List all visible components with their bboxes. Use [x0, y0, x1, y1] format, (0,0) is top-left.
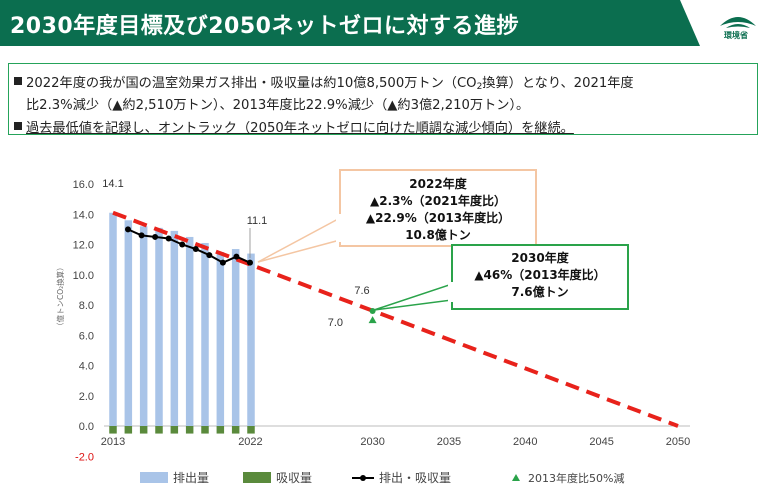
title-banner: [0, 0, 700, 46]
callout-2030-pointer: [373, 282, 453, 311]
legend-swatch-point: [360, 475, 366, 481]
bullet-square-icon: [14, 122, 22, 130]
absorption-bar: [109, 426, 117, 434]
callout-2030-line: 7.6億トン: [511, 284, 568, 299]
net-emissions-point: [125, 226, 131, 233]
data-label-2030: 7.6: [354, 285, 369, 297]
absorption-bar: [185, 426, 194, 434]
y-tick-label: 12.0: [73, 240, 94, 252]
net-emissions-point: [219, 259, 226, 266]
emissions-chart: 16.0 14.0 12.0 10.0 8.0 6.0 4.0 2.0 0.0 -2.0 （億トンC…: [55, 169, 690, 485]
absorption-bar: [247, 426, 255, 434]
callout-2022-line: 2022年度: [409, 176, 467, 191]
net-emissions-point: [165, 235, 172, 242]
emissions-bar: [247, 253, 255, 426]
legend-swatch: [512, 474, 520, 481]
y-tick-label: 0.0: [79, 421, 94, 433]
co2-subscript: 2: [476, 82, 483, 92]
y-tick-label: 6.0: [79, 330, 94, 342]
target-2030-point: [369, 308, 376, 315]
callout-2030-mask: [448, 282, 456, 302]
summary-line-3-text: 過去最低値を記録し、オントラック（2050年ネットゼロに向けた順調な減少傾向）を…: [26, 121, 574, 136]
target-50pct-marker: [368, 316, 377, 324]
y-tick-label: 2.0: [79, 391, 94, 403]
x-tick-label: 2013: [101, 436, 125, 448]
y-tick-label: 16.0: [73, 179, 94, 191]
y-tick-label: 4.0: [79, 361, 94, 373]
callout-2022-box: [339, 169, 537, 247]
summary-line-1: 2022年度の我が国の温室効果ガス排出・吸収量は約10億8,500万トン（CO2…: [26, 72, 634, 92]
data-label-2013: 14.1: [102, 178, 123, 190]
absorption-bar: [170, 426, 179, 434]
legend-label: 吸収量: [276, 471, 312, 485]
legend-label: 排出量: [173, 471, 209, 485]
absorption-bar: [155, 426, 163, 434]
x-tick-label: 2045: [589, 436, 613, 448]
summary-line-3: 過去最低値を記録し、オントラック（2050年ネットゼロに向けた順調な減少傾向）を…: [26, 117, 574, 136]
legend-swatch: [140, 472, 168, 483]
ministry-logo-text: 環境省: [724, 31, 748, 40]
emissions-bar: [185, 236, 194, 426]
legend-swatch: [243, 472, 271, 483]
x-tick-label: 2022: [238, 436, 262, 448]
x-tick-label: 2035: [437, 436, 461, 448]
legend-label: 排出・吸収量: [379, 471, 451, 485]
y-tick-label: 8.0: [79, 300, 94, 312]
callout-2022-line: 10.8億トン: [405, 227, 471, 242]
net-emissions-point: [152, 233, 159, 240]
callout-2022-line: ▲2.3%（2021年度比）: [370, 193, 506, 208]
absorption-bar: [231, 426, 240, 434]
callout-2030-line: ▲46%（2013年度比）: [474, 267, 605, 282]
y-tick-label: -2.0: [75, 451, 94, 463]
net-emissions-point: [138, 232, 145, 239]
callout-2022-pointer: [257, 216, 341, 263]
net-emissions-point: [206, 252, 213, 259]
callout-2022-mask: [336, 214, 344, 242]
bullet-square-icon: [14, 77, 22, 85]
emissions-bar: [124, 220, 133, 426]
absorption-bar: [201, 426, 209, 434]
summary-box: [8, 63, 758, 135]
net-emissions-point: [179, 241, 186, 248]
net-emissions-line: [127, 228, 251, 264]
data-label-50pct: 7.0: [328, 317, 343, 329]
absorption-bar: [216, 426, 225, 434]
emissions-bar: [170, 230, 179, 426]
page-title: 2030年度目標及び2050ネットゼロに対する進捗: [10, 14, 519, 39]
absorption-bar: [124, 426, 133, 434]
y-tick-label: 10.0: [73, 270, 94, 282]
ministry-logo-icon: [720, 17, 756, 28]
summary-line-1a: 2022年度の我が国の温室効果ガス排出・吸収量は約10億8,500万トン（CO: [26, 76, 477, 91]
x-tick-label: 2050: [666, 436, 690, 448]
x-tick-label: 2030: [360, 436, 384, 448]
absorption-bar: [139, 426, 148, 434]
data-label-2022: 11.1: [247, 215, 268, 227]
emissions-bar: [231, 249, 240, 426]
target-trend-line: [112, 210, 679, 428]
net-emissions-point: [233, 253, 240, 260]
legend-label: 2013年度比50%減: [528, 471, 624, 485]
summary-line-1b: 換算）となり、2021年度: [482, 76, 634, 91]
x-tick-label: 2040: [513, 436, 537, 448]
y-axis-label: （億トンCO₂換算）: [55, 263, 65, 330]
emissions-bar: [155, 227, 163, 426]
emissions-bar: [139, 226, 148, 426]
emissions-bar: [216, 252, 225, 426]
emissions-bar: [109, 212, 117, 426]
y-tick-label: 14.0: [73, 209, 94, 221]
callout-2030-box: [451, 244, 629, 310]
net-emissions-point: [247, 259, 253, 266]
emissions-bar: [201, 242, 209, 426]
callout-2030-line: 2030年度: [511, 250, 569, 265]
callout-2022-line: ▲22.9%（2013年度比）: [366, 210, 510, 225]
summary-line-2: 比2.3%減少（▲約2,510万トン）、2013年度比22.9%減少（▲約3億2…: [26, 98, 530, 113]
title-bar: 2030年度目標及び2050ネットゼロに対する進捗 環境省: [0, 0, 768, 46]
net-emissions-point: [192, 246, 199, 253]
